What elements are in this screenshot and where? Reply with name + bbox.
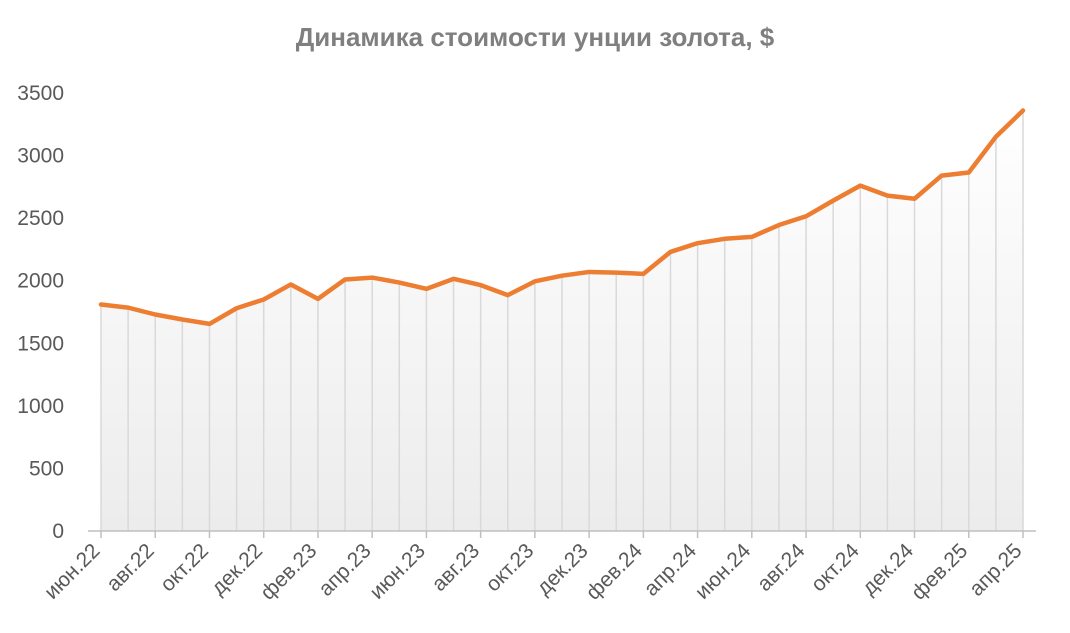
- y-tick-label: 1500: [17, 332, 64, 355]
- x-tick-label: окт.22: [156, 539, 213, 596]
- x-tick-label: фев.23: [256, 539, 321, 604]
- y-tick-label: 0: [52, 520, 64, 543]
- axes: [88, 530, 1036, 538]
- x-tick-label: июн.22: [40, 539, 105, 604]
- y-tick-label: 3000: [17, 145, 64, 168]
- series-layer: [98, 108, 1026, 327]
- x-tick-label: июн.24: [691, 539, 756, 604]
- x-tick-label: окт.24: [807, 539, 864, 596]
- x-tick-label: апр.24: [640, 539, 702, 601]
- drop-lines: [100, 110, 1024, 531]
- x-tick-label: окт.23: [481, 539, 538, 596]
- y-tick-label: 3500: [17, 82, 64, 105]
- x-tick-label: авг.24: [753, 539, 810, 596]
- x-tick-label: фев.24: [582, 539, 647, 604]
- x-tick-label: апр.25: [965, 539, 1026, 600]
- series-line: [98, 108, 1026, 327]
- y-tick-label: 1000: [17, 395, 64, 418]
- y-tick-label: 500: [29, 457, 64, 480]
- y-tick-label: 2500: [17, 207, 64, 230]
- x-tick-label: июн.23: [365, 539, 430, 604]
- x-tick-label: авг.23: [428, 539, 485, 596]
- x-tick-label: фев.25: [907, 539, 972, 604]
- x-tick-label: апр.23: [314, 539, 375, 600]
- chart-title: Динамика стоимости унции золота, $: [295, 22, 775, 52]
- x-tick-label: авг.22: [102, 539, 159, 596]
- y-tick-label: 2000: [17, 270, 64, 293]
